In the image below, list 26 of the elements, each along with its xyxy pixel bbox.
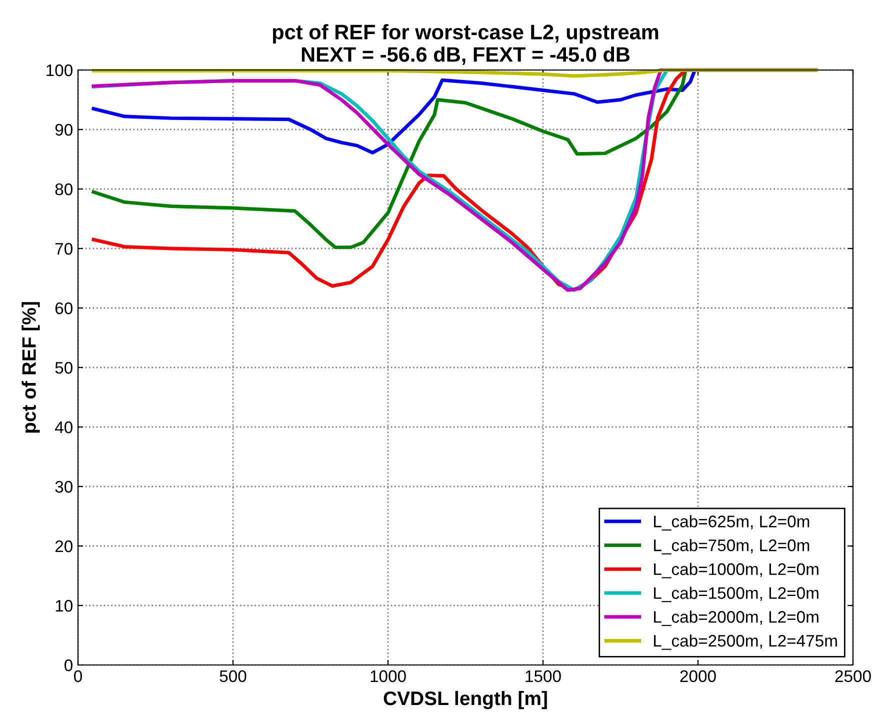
y-tick-label: 50 — [55, 362, 72, 374]
legend-label: L_cab=1500m, L2=0m — [654, 586, 818, 602]
y-tick-label: 10 — [56, 600, 72, 612]
legend-label: L_cab=2000m, L2=0m — [654, 610, 818, 626]
x-tick-label: 1500 — [526, 670, 561, 682]
x-tick-label: 500 — [220, 670, 246, 682]
x-tick-label: 1000 — [370, 670, 406, 682]
y-tick-label: 60 — [55, 302, 72, 314]
y-tick-label: 40 — [54, 421, 72, 434]
x-tick-label: 0 — [74, 670, 82, 682]
y-tick-label: 70 — [55, 242, 72, 255]
y-tick-label: 80 — [55, 183, 72, 196]
y-tick-label: 20 — [55, 540, 72, 552]
x-tick-label: 2000 — [680, 670, 716, 682]
y-tick-label: 0 — [64, 659, 72, 672]
y-axis-title: pct of REF [%] — [22, 302, 40, 433]
x-axis-title: CVDSL length [m] — [384, 690, 547, 710]
legend-label: L_cab=625m, L2=0m — [654, 515, 810, 531]
legend-label: L_cab=750m, L2=0m — [654, 538, 810, 554]
x-tick-label: 2500 — [835, 670, 871, 682]
y-tick-label: 30 — [55, 480, 72, 493]
legend-label: L_cab=1000m, L2=0m — [654, 562, 818, 578]
y-tick-label: 90 — [55, 124, 72, 136]
chart-title: pct of REF for worst-case L2, upstream NEXT = -56.6 dB, FEXT = -45.0 dB — [272, 24, 658, 65]
legend-label: L_cab=2500m, L2=475m — [654, 634, 837, 650]
y-tick-label: 100 — [46, 64, 72, 76]
